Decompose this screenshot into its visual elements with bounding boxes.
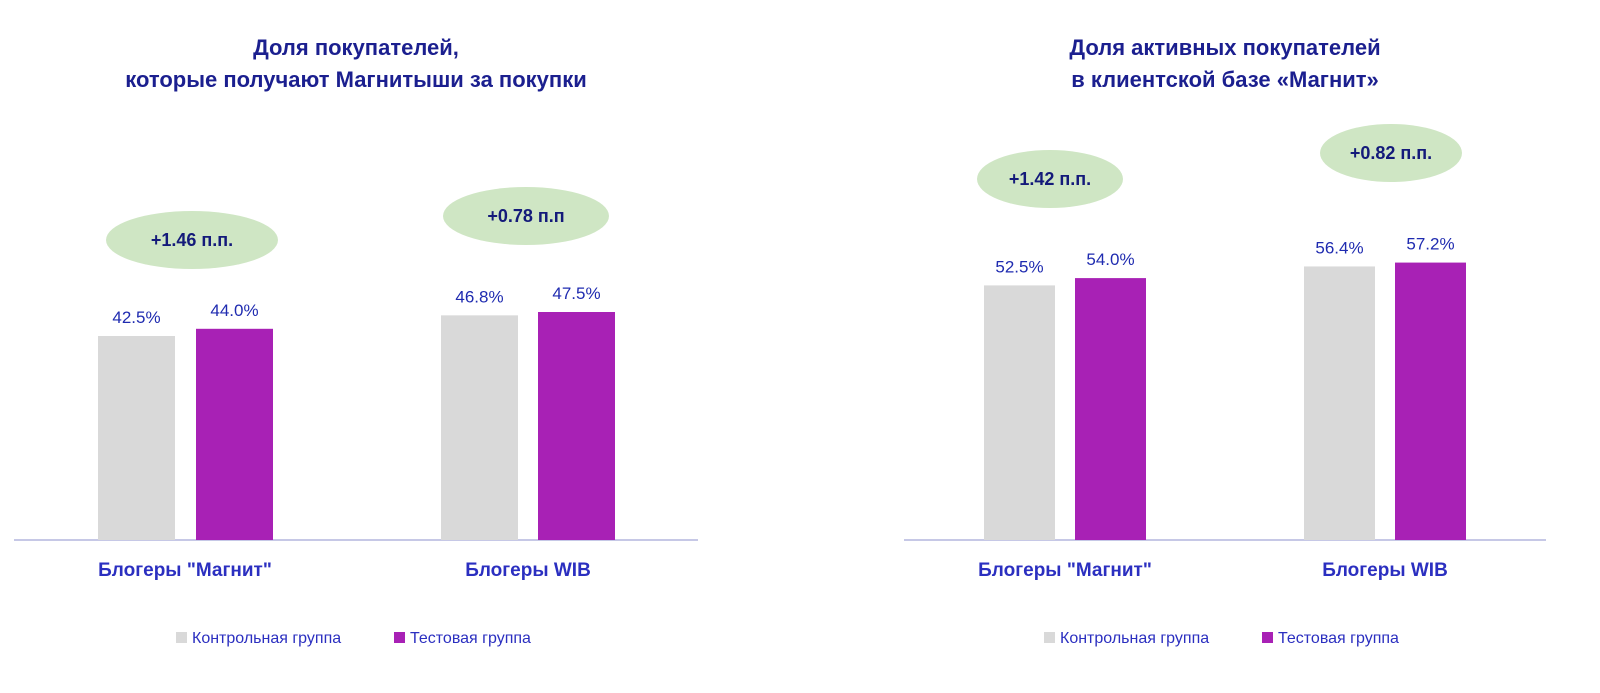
category-label: Блогеры WIB [465,560,591,581]
difference-label: +0.78 п.п [487,206,564,226]
chart-title-line: Доля активных покупателей [1069,35,1380,60]
difference-label: +1.46 п.п. [151,230,233,250]
bar-control-group [98,336,175,540]
data-label: 54.0% [1086,250,1134,269]
bar-test-group [1075,278,1146,540]
bar-test-group [196,328,273,540]
difference-bubble [106,211,278,269]
category-label: Блогеры "Магнит" [98,560,272,581]
difference-label: +0.82 п.п. [1350,143,1432,163]
difference-bubble [977,150,1123,208]
data-label: 46.8% [455,287,503,306]
difference-bubble [443,187,609,245]
category-label: Блогеры WIB [1322,560,1448,581]
legend-label-test: Тестовая группа [1278,630,1399,647]
legend-label-test: Тестовая группа [410,630,531,647]
data-label: 52.5% [995,257,1043,276]
chart-title-line: которые получают Магнитыши за покупки [125,67,586,92]
chart-title-line: в клиентской базе «Магнит» [1071,67,1379,92]
bar-control-group [441,315,518,540]
bar-test-group [1395,262,1466,540]
chart-share-active-buyers: Доля активных покупателей в клиентской ба… [904,35,1546,647]
data-label: 57.2% [1406,235,1454,254]
bar-test-group [538,312,615,540]
legend-swatch-control [176,632,187,643]
legend-swatch-test [394,632,405,643]
legend-label-control: Контрольная группа [1060,630,1209,647]
data-label: 44.0% [210,301,258,320]
legend-swatch-control [1044,632,1055,643]
data-label: 42.5% [112,308,160,327]
difference-bubble [1320,124,1462,182]
legend-label-control: Контрольная группа [192,630,341,647]
data-label: 56.4% [1315,238,1363,257]
difference-label: +1.42 п.п. [1009,169,1091,189]
chart-share-buyers-magnityshi: Доля покупателей, которые получают Магнит… [14,35,698,647]
chart-title-line: Доля покупателей, [253,35,459,60]
category-label: Блогеры "Магнит" [978,560,1152,581]
data-label: 47.5% [552,284,600,303]
legend-swatch-test [1262,632,1273,643]
bar-control-group [984,285,1055,540]
bar-control-group [1304,266,1375,540]
